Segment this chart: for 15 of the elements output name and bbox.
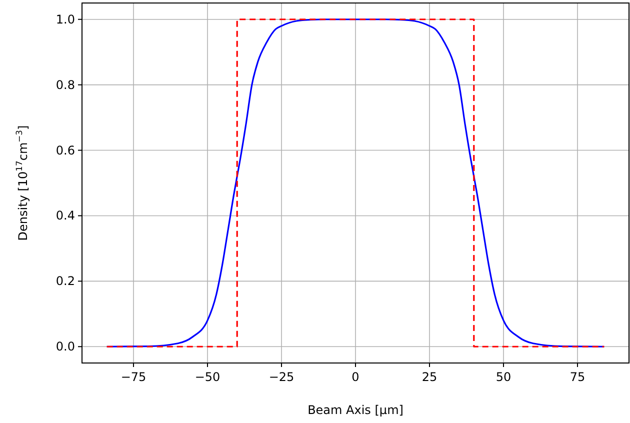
y-tick-label: 1.0 [56, 12, 75, 26]
x-tick-label: 75 [570, 370, 586, 384]
y-tick-label: 0.4 [56, 208, 75, 223]
line-series [106, 18, 605, 348]
x-tick-label: −50 [194, 370, 220, 384]
y-tick-label: 0.2 [56, 274, 75, 288]
x-tick-label: 50 [496, 370, 512, 384]
x-tick-label: −25 [268, 370, 294, 384]
x-tick-label: 25 [422, 370, 438, 384]
y-tick-label: 0.8 [56, 78, 75, 92]
y-tick-label: 0.0 [56, 340, 75, 354]
x-axis-title: Beam Axis [μm] [308, 403, 404, 417]
x-tick-label: −75 [120, 370, 146, 384]
y-tick-label: 0.6 [56, 143, 75, 158]
x-tick-label: 0 [352, 370, 360, 384]
